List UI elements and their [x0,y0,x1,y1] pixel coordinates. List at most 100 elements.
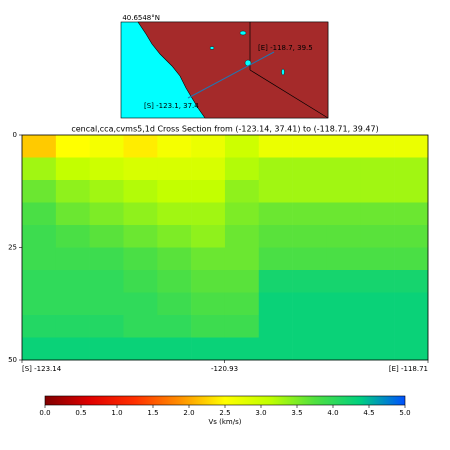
map-lake [239,30,247,36]
colorbar-tick-label: 0.5 [75,409,86,417]
heat-cell [258,337,293,361]
colorbar-tick-label: 4.5 [363,409,374,417]
y-tick-label: 0 [13,131,17,139]
map-lake [281,68,285,76]
chart-title: cencal,cca,cvms5,1d Cross Section from (… [71,125,378,134]
heat-cell [360,202,395,226]
heat-cell [292,225,327,248]
cross-section-line [187,51,275,99]
colorbar-tick-label: 2.5 [219,409,230,417]
heat-cell [55,337,90,361]
colorbar-tick-label: 4.0 [327,409,338,417]
heat-cell [258,292,293,316]
heat-cell [224,225,260,248]
heat-cell [157,292,192,316]
heat-cell [191,337,226,361]
heat-cell [89,225,124,248]
heat-cell [191,225,226,248]
map-border [249,69,329,119]
heat-cell [157,180,192,203]
colorbar [44,395,406,406]
heat-cell [224,202,260,226]
x-tick-label: [S] -123.14 [22,365,62,373]
heat-cell [360,292,395,316]
heat-cell [22,292,57,316]
heat-cell [55,292,90,316]
heat-cell [224,270,260,293]
heat-cell [292,157,327,181]
heat-cell [191,270,226,293]
heat-cell [394,225,429,248]
heat-cell [22,247,57,271]
heat-cell [157,315,192,338]
heat-cell [123,337,158,361]
heat-cell [258,225,293,248]
heat-cell [191,135,226,158]
heat-cell [89,180,124,203]
heat-cell [157,225,192,248]
colorbar-tick-label: 1.0 [111,409,122,417]
heat-cell [191,292,226,316]
heat-cell [22,225,57,248]
map-end-label: [E] -118.7, 39.5 [258,44,313,52]
heat-cell [123,247,158,271]
heat-cell [360,270,395,293]
heat-cell [326,202,361,226]
heat-cell [258,247,293,271]
colorbar-tick-label: 0.0 [39,409,50,417]
heat-cell [55,135,90,158]
heat-cell [22,315,57,338]
heat-cell [394,292,429,316]
heat-cell [292,292,327,316]
heat-cell [326,225,361,248]
heat-cell [123,225,158,248]
heat-cell [258,180,293,203]
heat-cell [191,180,226,203]
heat-cell [123,202,158,226]
heat-cell [258,315,293,338]
heat-cell [89,135,124,158]
heat-cell [326,270,361,293]
heat-cell [157,247,192,271]
heat-cell [258,135,293,158]
heat-cell [258,270,293,293]
heat-cell [157,270,192,293]
heat-cell [22,270,57,293]
heat-cell [360,135,395,158]
heat-cell [157,135,192,158]
heat-cell [224,180,260,203]
heat-cell [55,315,90,338]
colorbar-tick-label: 3.0 [255,409,266,417]
heat-cell [123,270,158,293]
heat-cell [394,315,429,338]
heat-cell [326,337,361,361]
heat-cell [55,157,90,181]
y-tick-label: 25 [8,244,17,252]
map-lake [209,46,215,50]
heat-cell [224,315,260,338]
colorbar-tick-label: 3.5 [291,409,302,417]
map-start-label: [S] -123.1, 37.4 [144,102,199,110]
heat-cell [224,247,260,271]
heat-cell [292,202,327,226]
heat-cell [55,225,90,248]
colorbar-tick-label: 5.0 [399,409,410,417]
heat-cell [89,270,124,293]
heat-cell [89,315,124,338]
heat-cell [89,202,124,226]
heat-cell [360,315,395,338]
heat-cell [22,337,57,361]
heat-cell [224,337,260,361]
heat-cell [360,225,395,248]
map-lat-label: 40.6548°N [122,14,160,22]
heat-cell [326,247,361,271]
heat-cell [22,157,57,181]
heat-cell [292,180,327,203]
heat-cell [22,180,57,203]
heat-cell [123,135,158,158]
heat-cell [22,202,57,226]
heatmap [22,135,429,361]
heat-cell [394,157,429,181]
heat-cell [123,315,158,338]
heat-cell [55,247,90,271]
